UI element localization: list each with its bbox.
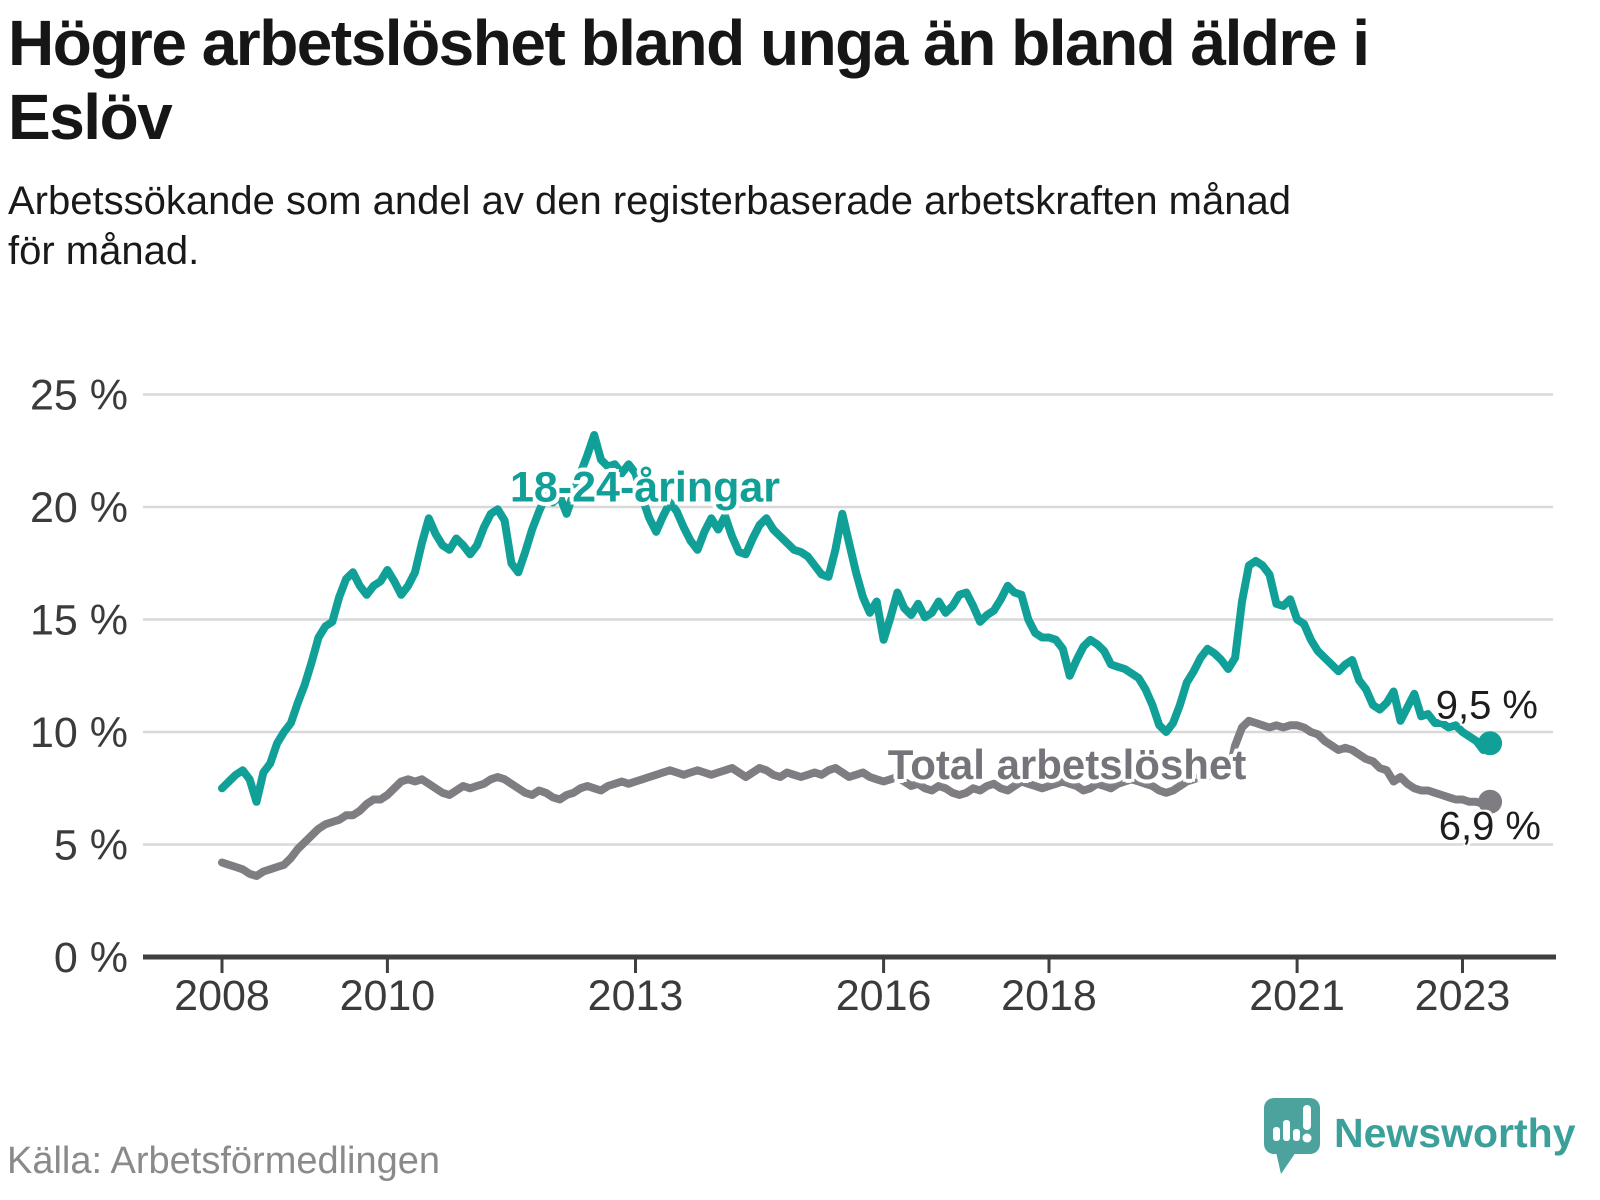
x-tick-label-2021: 2021 [1249, 972, 1345, 1020]
logo-bar-3 [1293, 1129, 1300, 1141]
y-tick-label-0: 0 % [54, 934, 128, 982]
title-line-2: Eslöv [8, 81, 173, 153]
logo-bubble-shape [1264, 1098, 1320, 1154]
logo-exclamation-bar [1303, 1105, 1311, 1130]
end-value-total: 6,9 % [1438, 804, 1541, 849]
subtitle-line-2: för månad. [8, 229, 200, 273]
y-tick-label-20: 20 % [30, 484, 128, 532]
y-tick-label-5: 5 % [54, 822, 128, 870]
x-tick-label-2023: 2023 [1415, 972, 1511, 1020]
x-tick-label-2016: 2016 [836, 972, 932, 1020]
series-line-young [218, 431, 1495, 806]
y-tick-label-10: 10 % [30, 709, 128, 757]
y-tick-label-25: 25 % [30, 372, 128, 420]
source-note: Källa: Arbetsförmedlingen [7, 1140, 441, 1182]
logo-bubble-tail [1276, 1152, 1296, 1174]
y-tick-label-15: 15 % [30, 597, 128, 645]
page-subtitle: Arbetssökande som andel av den registerb… [8, 176, 1548, 276]
title-line-1: Högre arbetslöshet bland unga än bland ä… [8, 7, 1370, 79]
series-end-dot-young [1478, 731, 1503, 756]
page-title: Högre arbetslöshet bland unga än bland ä… [8, 6, 1568, 154]
x-tick-label-2008: 2008 [174, 972, 270, 1020]
x-tick-label-2018: 2018 [1001, 972, 1097, 1020]
logo-bar-2 [1283, 1120, 1290, 1141]
series-end-dot-total [1478, 789, 1503, 814]
series-label-young: 18-24-åringar [509, 463, 781, 512]
newsworthy-logo-icon [1264, 1098, 1320, 1174]
x-tick-label-2010: 2010 [340, 972, 436, 1020]
newsworthy-logo: Newsworthy [1262, 1096, 1576, 1178]
series-label-total: Total arbetslöshet [887, 741, 1247, 788]
brand-name: Newsworthy [1334, 1110, 1576, 1156]
x-tick-label-2013: 2013 [588, 972, 684, 1020]
subtitle-line-1: Arbetssökande som andel av den registerb… [8, 179, 1291, 223]
series-line-total [218, 716, 1495, 880]
logo-exclamation-dot [1302, 1133, 1312, 1143]
end-value-young: 9,5 % [1435, 683, 1538, 728]
logo-bar-1 [1273, 1127, 1280, 1141]
